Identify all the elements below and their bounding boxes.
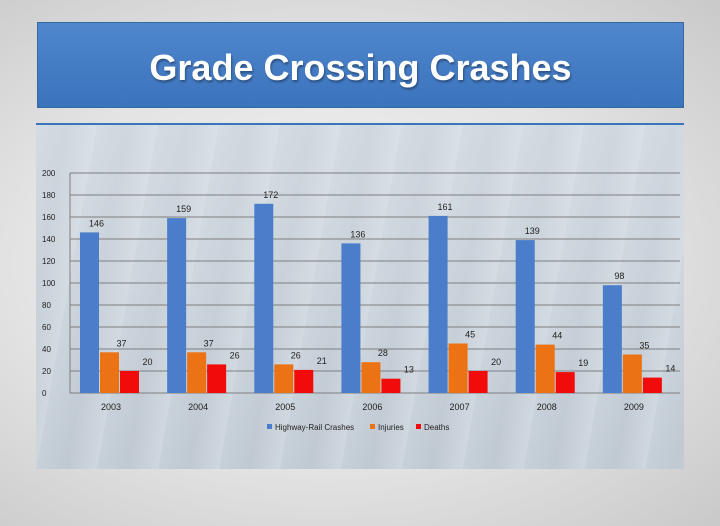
bar <box>274 364 294 393</box>
legend-swatch <box>267 424 272 429</box>
data-label: 35 <box>639 341 649 351</box>
data-label: 172 <box>263 190 278 200</box>
data-label: 13 <box>404 365 414 375</box>
y-tick-label: 120 <box>42 257 56 266</box>
bar <box>602 285 622 393</box>
bar <box>100 352 119 393</box>
bar <box>515 240 535 393</box>
data-label: 37 <box>116 338 126 348</box>
bar <box>167 218 187 393</box>
data-label: 98 <box>614 271 624 281</box>
bar <box>254 203 274 393</box>
x-tick-label: 2009 <box>624 402 644 412</box>
bar <box>381 378 401 393</box>
bar <box>448 343 468 393</box>
x-tick-label: 2004 <box>188 402 208 412</box>
legend-label: Deaths <box>424 423 449 432</box>
data-label: 20 <box>491 357 501 367</box>
bar <box>361 362 381 393</box>
bar <box>80 232 99 393</box>
data-label: 21 <box>317 356 327 366</box>
bar <box>187 352 207 393</box>
data-label: 45 <box>465 330 475 340</box>
chart-title: Grade Crossing Crashes <box>149 47 572 88</box>
y-tick-label: 100 <box>42 279 56 288</box>
y-tick-label: 140 <box>42 235 56 244</box>
legend-label: Injuries <box>378 423 404 432</box>
x-tick-label: 2008 <box>537 402 557 412</box>
data-label: 37 <box>204 338 214 348</box>
legend-swatch <box>416 424 421 429</box>
data-label: 44 <box>552 331 562 341</box>
bar <box>642 377 662 393</box>
bar <box>428 215 448 393</box>
legend-swatch <box>370 424 375 429</box>
title-bar: Grade Crossing Crashes <box>37 22 684 108</box>
bar <box>207 364 227 393</box>
data-label: 136 <box>350 229 365 239</box>
y-tick-label: 0 <box>42 389 47 398</box>
x-tick-label: 2007 <box>450 402 470 412</box>
bar <box>555 372 575 393</box>
data-label: 19 <box>578 358 588 368</box>
bar <box>341 243 361 393</box>
bar <box>294 369 314 393</box>
x-tick-label: 2003 <box>101 402 121 412</box>
data-label: 161 <box>438 202 453 212</box>
bar <box>468 371 488 393</box>
y-tick-label: 160 <box>42 213 56 222</box>
bar <box>120 371 139 393</box>
y-tick-label: 60 <box>42 323 51 332</box>
data-label: 28 <box>378 348 388 358</box>
legend-label: Highway-Rail Crashes <box>275 423 354 432</box>
data-label: 26 <box>230 350 240 360</box>
x-tick-label: 2006 <box>362 402 382 412</box>
y-tick-label: 40 <box>42 345 51 354</box>
x-tick-label: 2005 <box>275 402 295 412</box>
data-label: 26 <box>291 350 301 360</box>
data-label: 146 <box>89 218 104 228</box>
bar <box>535 344 555 393</box>
data-label: 14 <box>665 364 675 374</box>
y-tick-label: 200 <box>42 169 56 178</box>
y-tick-label: 80 <box>42 301 51 310</box>
y-tick-label: 20 <box>42 367 51 376</box>
y-tick-label: 180 <box>42 191 56 200</box>
bar <box>622 354 642 393</box>
data-label: 159 <box>176 204 191 214</box>
data-label: 139 <box>525 226 540 236</box>
data-label: 20 <box>142 357 152 367</box>
